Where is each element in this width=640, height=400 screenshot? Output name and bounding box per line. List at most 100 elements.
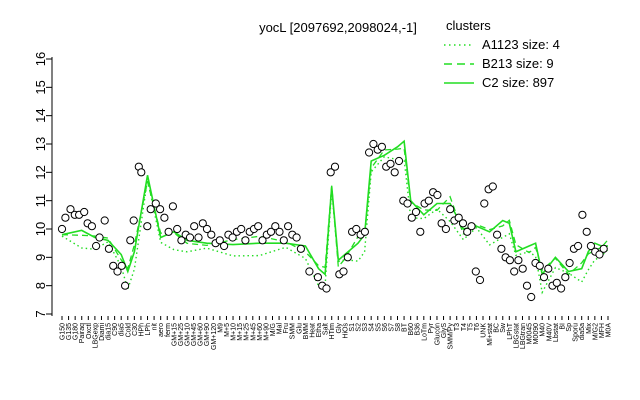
data-point — [446, 205, 455, 214]
data-point — [475, 275, 485, 285]
data-point — [61, 213, 70, 222]
legend: clusters A1123 size: 4 B213 size: 9 C2 s… — [444, 18, 560, 90]
x-tick-label: LBGtran — [520, 323, 527, 349]
data-point — [202, 224, 212, 234]
x-tick-label: aero — [158, 323, 165, 337]
x-tick-label: Sw — [500, 322, 507, 333]
data-point — [493, 230, 502, 239]
data-point — [241, 236, 250, 245]
data-point — [369, 139, 378, 149]
data-point — [168, 202, 177, 211]
data-point — [129, 216, 138, 225]
data-point — [95, 233, 104, 242]
x-tick-label: T6 — [474, 323, 481, 331]
data-point — [586, 241, 596, 251]
x-tick-label: M+25 — [244, 323, 251, 341]
data-point — [471, 267, 480, 276]
data-point — [156, 205, 165, 214]
x-tick-label: Fru — [283, 323, 290, 334]
x-tick-label: GlyS — [441, 323, 448, 339]
data-point — [109, 261, 118, 270]
x-tick-label: HPh — [138, 323, 145, 337]
x-tick-label: GM+60 — [198, 323, 205, 346]
data-point — [480, 199, 489, 208]
data-point — [343, 253, 352, 262]
data-point — [143, 222, 152, 231]
data-points — [57, 139, 608, 302]
data-point — [488, 182, 497, 191]
x-tick-label: GM+25 — [178, 323, 185, 346]
x-tick-label: T3 — [454, 323, 461, 331]
x-tick-label: S8 — [395, 323, 402, 332]
data-point — [454, 213, 463, 222]
x-tick-label: LPh — [145, 323, 152, 336]
data-point — [80, 207, 89, 217]
x-tick-label: nit — [152, 323, 159, 330]
data-point — [394, 156, 404, 166]
x-tick-label: M9 — [217, 323, 224, 333]
x-tick-label: S4 — [369, 323, 376, 332]
x-tick-label: M0090 — [533, 323, 540, 345]
data-point — [275, 227, 284, 236]
data-point — [330, 162, 340, 171]
series-a1123-line — [61, 156, 609, 295]
y-tick-label: 11 — [33, 194, 48, 208]
data-point — [258, 236, 267, 245]
series-lines — [61, 139, 609, 295]
x-tick-label: M+90 — [263, 323, 270, 341]
x-tick-label: G135 — [66, 323, 73, 340]
legend-entry-label: C2 size: 897 — [482, 75, 554, 90]
x-tick-label: HTim — [329, 323, 336, 340]
data-point — [228, 233, 237, 242]
x-tick-label: G180 — [73, 323, 80, 340]
data-point — [126, 236, 135, 245]
data-point — [177, 236, 186, 245]
data-point — [194, 233, 203, 242]
data-point — [595, 250, 604, 259]
data-point — [365, 148, 374, 157]
x-tick-label: dia15 — [106, 323, 113, 340]
x-axis-ticks: G150 G135 G180 Pairaq Oxctl LBGexp Diami dia15 C… — [60, 316, 613, 350]
x-tick-label: BC — [494, 323, 501, 333]
data-point — [271, 222, 280, 231]
data-point — [220, 241, 229, 251]
legend-entry-label: B213 size: 9 — [482, 56, 554, 71]
x-tick-label: dia5a — [579, 323, 586, 340]
x-tick-label: Glu — [296, 323, 303, 334]
x-tick-label: S7 — [388, 323, 395, 332]
x-tick-label: Heat — [309, 323, 316, 338]
data-point — [514, 256, 523, 265]
x-tick-label: GM+90 — [204, 323, 211, 346]
data-point — [215, 236, 224, 245]
data-point — [403, 199, 412, 208]
data-point — [164, 227, 173, 236]
data-point — [433, 190, 442, 200]
x-tick-label: Sp — [566, 323, 573, 332]
data-point — [87, 222, 97, 231]
x-tick-label: Glucon — [434, 323, 441, 345]
x-tick-label: BMM — [303, 323, 310, 340]
x-tick-label: M/G2 — [592, 323, 599, 340]
data-point — [416, 227, 425, 236]
data-point — [121, 281, 130, 290]
data-point — [407, 213, 416, 222]
x-tick-label: T5 — [467, 323, 474, 331]
x-tick-label: S2 — [356, 323, 363, 332]
data-point — [467, 222, 476, 231]
data-point — [527, 292, 536, 302]
x-tick-label: M40 — [540, 323, 547, 337]
x-tick-label: M0045 — [527, 323, 534, 345]
data-point — [313, 273, 322, 282]
data-point — [100, 216, 109, 225]
data-point — [463, 227, 472, 236]
data-point — [411, 207, 421, 217]
data-point — [113, 267, 122, 276]
x-tick-label: M0A — [606, 323, 613, 338]
x-tick-label: S6 — [382, 323, 389, 332]
data-point — [386, 159, 395, 168]
x-tick-label: GM+120 — [211, 323, 218, 350]
x-tick-label: Mal — [277, 323, 284, 335]
data-point — [535, 261, 544, 270]
x-tick-label: G150 — [60, 323, 67, 340]
x-tick-label: B36 — [415, 323, 422, 336]
